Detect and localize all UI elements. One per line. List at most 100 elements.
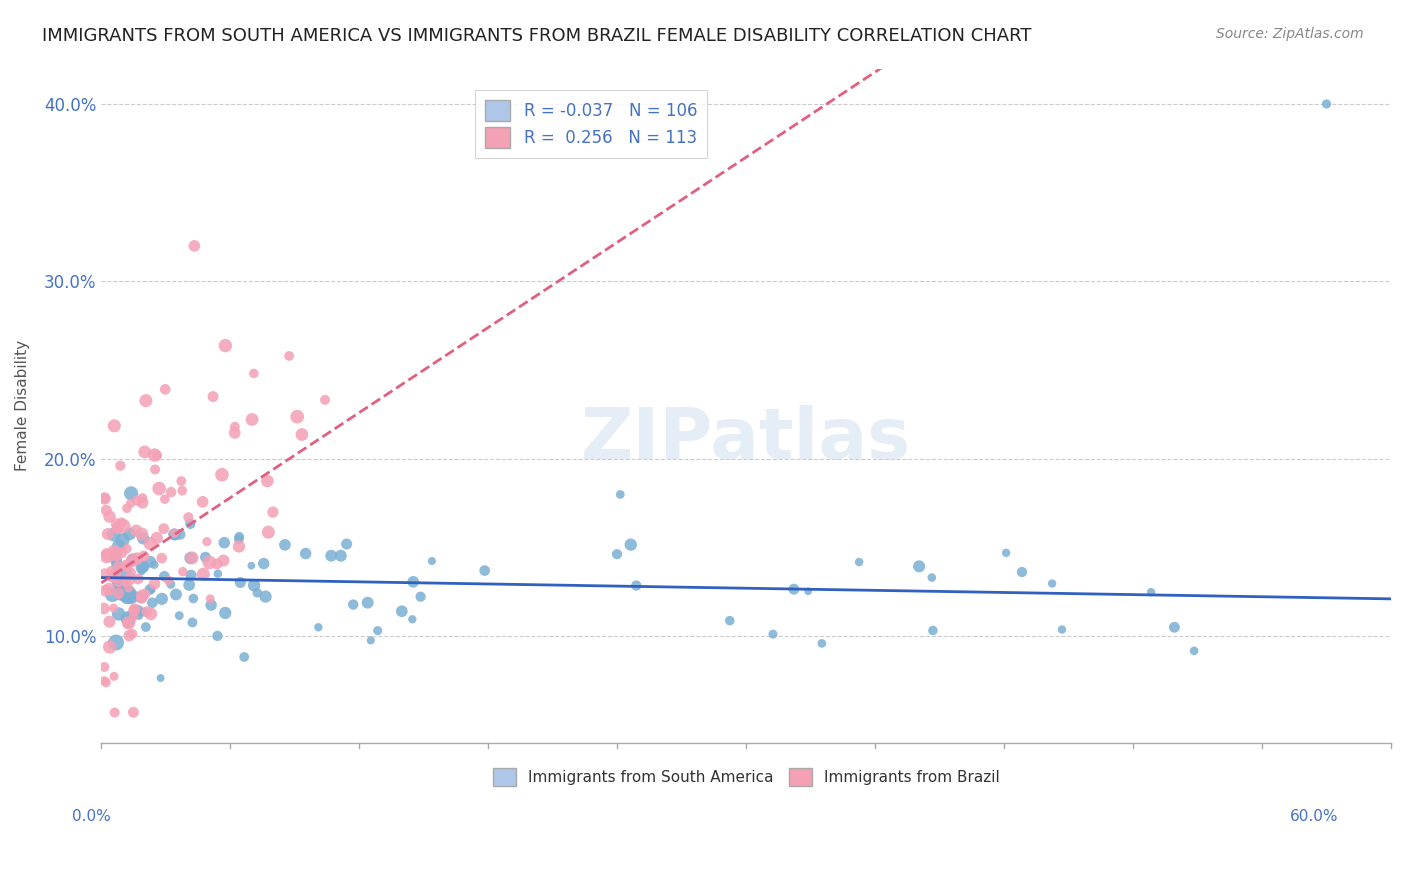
Point	[254, 590, 277, 604]
Point	[224, 425, 246, 440]
Point	[921, 570, 943, 584]
Point	[97, 582, 120, 597]
Point	[797, 584, 820, 599]
Point	[170, 474, 193, 488]
Point	[150, 551, 173, 566]
Point	[115, 559, 138, 574]
Point	[105, 517, 128, 532]
Text: ZIPatlas: ZIPatlas	[581, 405, 911, 474]
Point	[848, 555, 870, 569]
Text: 0.0%: 0.0%	[72, 809, 111, 823]
Point	[104, 549, 127, 563]
Point	[107, 573, 129, 587]
Point	[94, 583, 117, 598]
Point	[135, 620, 157, 634]
Point	[96, 547, 118, 561]
Point	[98, 509, 121, 524]
Point	[202, 390, 225, 404]
Point	[214, 338, 236, 352]
Point	[194, 550, 217, 565]
Point	[228, 532, 250, 546]
Point	[995, 546, 1018, 560]
Point	[214, 606, 236, 620]
Point	[103, 601, 125, 615]
Point	[620, 538, 643, 552]
Point	[103, 418, 125, 433]
Point	[105, 635, 128, 649]
Point	[127, 493, 149, 508]
Point	[153, 569, 176, 583]
Point	[212, 553, 235, 567]
Point	[108, 574, 131, 589]
Point	[256, 474, 278, 488]
Point	[811, 636, 834, 650]
Point	[169, 608, 191, 623]
Point	[342, 598, 364, 612]
Point	[420, 554, 443, 568]
Point	[104, 568, 127, 582]
Point	[146, 531, 169, 545]
Point	[110, 516, 132, 530]
Point	[120, 486, 142, 500]
Point	[143, 462, 166, 476]
Point	[121, 552, 143, 566]
Text: IMMIGRANTS FROM SOUTH AMERICA VS IMMIGRANTS FROM BRAZIL FEMALE DISABILITY CORREL: IMMIGRANTS FROM SOUTH AMERICA VS IMMIGRA…	[42, 27, 1032, 45]
Point	[314, 392, 336, 407]
Point	[104, 546, 127, 560]
Point	[243, 367, 266, 381]
Point	[169, 527, 191, 541]
Point	[98, 615, 121, 629]
Point	[211, 467, 233, 482]
Point	[125, 551, 148, 566]
Point	[120, 496, 142, 510]
Point	[134, 587, 156, 601]
Point	[1182, 644, 1205, 658]
Point	[101, 588, 124, 602]
Point	[180, 568, 202, 582]
Point	[609, 487, 631, 501]
Point	[94, 675, 117, 690]
Point	[240, 558, 263, 573]
Point	[294, 547, 316, 561]
Point	[132, 559, 155, 574]
Point	[104, 706, 127, 720]
Point	[117, 615, 139, 630]
Point	[606, 547, 628, 561]
Text: 60.0%: 60.0%	[1291, 809, 1339, 823]
Point	[93, 491, 115, 506]
Point	[181, 615, 204, 630]
Legend: Immigrants from South America, Immigrants from Brazil: Immigrants from South America, Immigrant…	[484, 758, 1008, 796]
Point	[179, 551, 201, 566]
Point	[104, 553, 127, 567]
Point	[118, 629, 141, 643]
Point	[150, 591, 173, 606]
Point	[103, 544, 125, 558]
Point	[139, 536, 162, 550]
Point	[124, 601, 146, 615]
Point	[321, 549, 343, 563]
Point	[131, 527, 153, 541]
Point	[131, 591, 153, 605]
Point	[207, 629, 229, 643]
Point	[122, 706, 145, 720]
Point	[157, 574, 180, 588]
Point	[107, 607, 129, 621]
Point	[103, 527, 125, 541]
Point	[114, 586, 136, 600]
Point	[205, 557, 228, 571]
Point	[125, 524, 148, 538]
Point	[110, 458, 132, 473]
Point	[922, 624, 945, 638]
Point	[115, 583, 138, 598]
Point	[191, 495, 214, 509]
Point	[131, 496, 153, 510]
Point	[127, 604, 149, 618]
Point	[139, 607, 162, 621]
Point	[110, 585, 132, 599]
Point	[101, 570, 124, 584]
Point	[193, 567, 215, 582]
Point	[179, 578, 201, 592]
Point	[121, 553, 143, 567]
Point	[183, 239, 205, 253]
Point	[108, 575, 131, 590]
